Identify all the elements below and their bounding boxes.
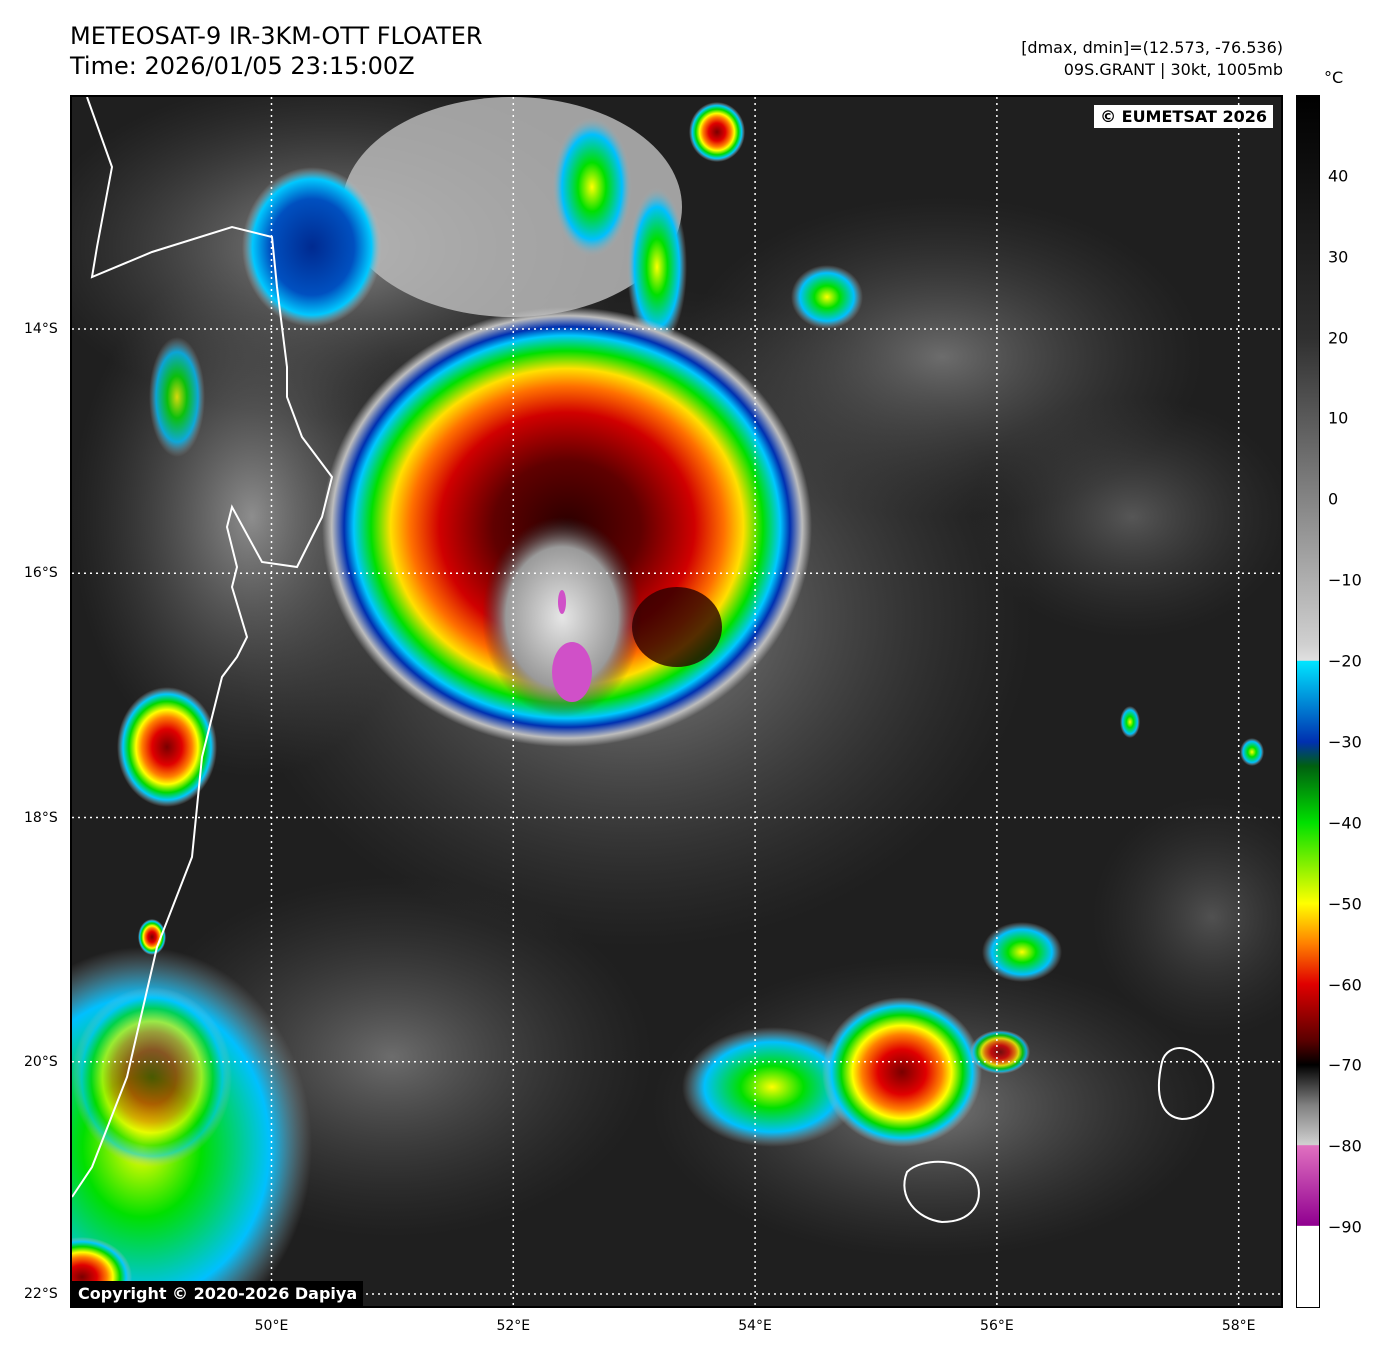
cold-cloud-blue xyxy=(242,167,382,327)
longitude-label: 52°E xyxy=(496,1318,531,1334)
colorbar-tick-label: −70 xyxy=(1328,1055,1362,1075)
storm-info-label: 09S.GRANT | 30kt, 1005mb xyxy=(1063,60,1283,79)
data-range-label: [dmax, dmin]=(12.573, -76.536) xyxy=(1021,38,1283,57)
convective-cell xyxy=(982,922,1062,982)
eumetsat-copyright-badge: © EUMETSAT 2026 xyxy=(1094,105,1273,128)
colorbar-tick-label: −10 xyxy=(1328,570,1362,590)
storm-overshoot-gray xyxy=(482,517,642,717)
longitude-label: 58°E xyxy=(1221,1318,1256,1334)
longitude-label: 56°E xyxy=(980,1318,1014,1334)
colorbar-tick-label: −60 xyxy=(1328,975,1362,995)
convective-cell xyxy=(1120,706,1140,738)
chart-time: Time: 2026/01/05 23:15:00Z xyxy=(70,52,415,80)
colorbar-unit: °C xyxy=(1324,68,1344,87)
convective-cell xyxy=(791,265,863,329)
convective-cell xyxy=(552,117,632,257)
colorbar-tick-label: −20 xyxy=(1328,651,1362,671)
colorbar-tick-label: 10 xyxy=(1328,408,1349,428)
colorbar-tick-label: −90 xyxy=(1328,1217,1362,1237)
convective-cell xyxy=(1240,738,1264,766)
convective-cell xyxy=(682,1027,862,1147)
colorbar-tick-label: 20 xyxy=(1328,328,1349,348)
convective-cell xyxy=(72,987,232,1167)
coldest-tops xyxy=(558,590,566,614)
madagascar-coastline xyxy=(72,97,334,1198)
mauritius-coastline xyxy=(1157,1047,1215,1121)
convective-cell xyxy=(822,997,982,1147)
convective-cell xyxy=(627,187,687,347)
convective-cell xyxy=(689,102,745,162)
storm-core xyxy=(632,587,722,667)
convective-cell xyxy=(149,337,205,457)
map-canvas xyxy=(72,97,1281,1306)
temperature-colorbar xyxy=(1296,95,1320,1308)
latitude-label: 22°S xyxy=(24,1286,58,1302)
convective-cell xyxy=(970,1030,1030,1074)
longitude-label: 50°E xyxy=(254,1318,289,1334)
convective-cell xyxy=(138,919,166,955)
cloud-haze xyxy=(1092,797,1281,1037)
satellite-map: © EUMETSAT 2026 Copyright © 2020-2026 Da… xyxy=(70,95,1283,1308)
convective-cell xyxy=(117,687,217,807)
colorbar-tick-label: −40 xyxy=(1328,813,1362,833)
latitude-label: 14°S xyxy=(24,321,58,338)
latitude-label: 20°S xyxy=(24,1053,58,1070)
colorbar-tick-label: 40 xyxy=(1328,166,1349,186)
colorbar-tick-label: −80 xyxy=(1328,1136,1362,1156)
colorbar-tick-label: 30 xyxy=(1328,247,1349,267)
latitude-label: 18°S xyxy=(24,809,58,826)
colorbar-tick-label: −50 xyxy=(1328,894,1362,914)
colorbar-tick-label: −30 xyxy=(1328,732,1362,752)
cloud-haze xyxy=(972,397,1281,637)
colorbar-tick-label: 0 xyxy=(1328,489,1339,509)
reunion-coastline xyxy=(903,1160,980,1224)
coldest-tops xyxy=(552,642,592,702)
dapiya-copyright-badge: Copyright © 2020-2026 Dapiya xyxy=(72,1281,364,1306)
chart-title: METEOSAT-9 IR-3KM-OTT FLOATER xyxy=(70,22,483,50)
latitude-label: 16°S xyxy=(24,565,58,582)
longitude-label: 54°E xyxy=(738,1318,772,1334)
